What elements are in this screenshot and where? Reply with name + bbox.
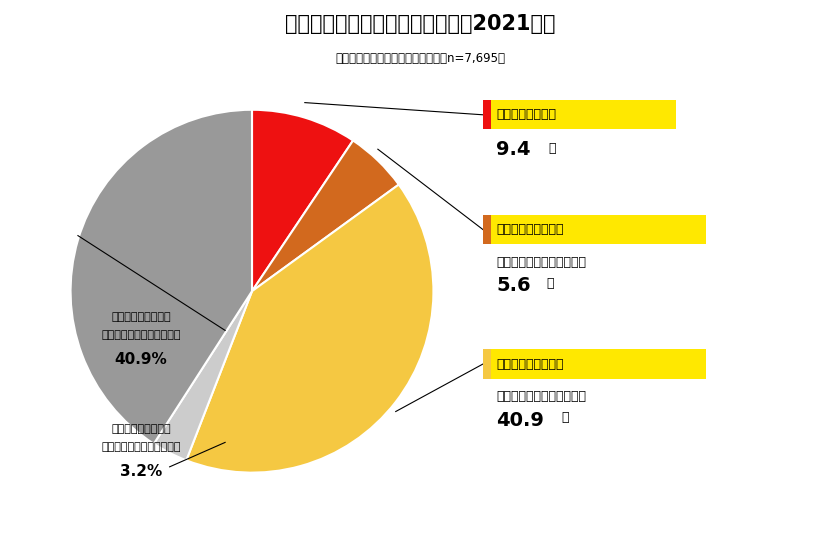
Text: 兼業・副業実施中: 兼業・副業実施中 xyxy=(496,108,556,122)
Text: 過去に兼業・副業経験あり: 過去に兼業・副業経験あり xyxy=(496,255,586,269)
Text: ％: ％ xyxy=(547,277,554,290)
Text: 今後の実施意向あり: 今後の実施意向あり xyxy=(496,357,564,371)
Text: ％: ％ xyxy=(561,411,569,424)
Text: 40.9%: 40.9% xyxy=(115,352,167,367)
Text: 40.9: 40.9 xyxy=(496,410,544,430)
Wedge shape xyxy=(252,110,353,291)
Text: 5.6: 5.6 xyxy=(496,276,531,295)
Text: 兼業・副業の実施状況（個人調査2021年）: 兼業・副業の実施状況（個人調査2021年） xyxy=(285,14,555,34)
Wedge shape xyxy=(252,141,399,291)
Text: 今後の実施意向なし: 今後の実施意向なし xyxy=(112,424,171,433)
Wedge shape xyxy=(186,185,433,473)
Wedge shape xyxy=(154,291,252,460)
Text: 3.2%: 3.2% xyxy=(120,464,162,479)
Text: ％: ％ xyxy=(549,142,556,155)
Text: 9.4: 9.4 xyxy=(496,140,531,159)
Text: 今後の実施意向なし: 今後の実施意向なし xyxy=(112,312,171,321)
Text: 過去に兼業・副業経験なし: 過去に兼業・副業経験なし xyxy=(102,330,181,340)
Wedge shape xyxy=(71,110,252,444)
Text: 過去に兼業・副業経験なし: 過去に兼業・副業経験なし xyxy=(496,390,586,403)
Text: 過去に兼業・副業経験あり: 過去に兼業・副業経験あり xyxy=(102,442,181,452)
Text: 今後の実施意向あり: 今後の実施意向あり xyxy=(496,223,564,236)
Text: 雇用形態が正社員の人（単一回答　n=7,695）: 雇用形態が正社員の人（単一回答 n=7,695） xyxy=(335,52,505,64)
